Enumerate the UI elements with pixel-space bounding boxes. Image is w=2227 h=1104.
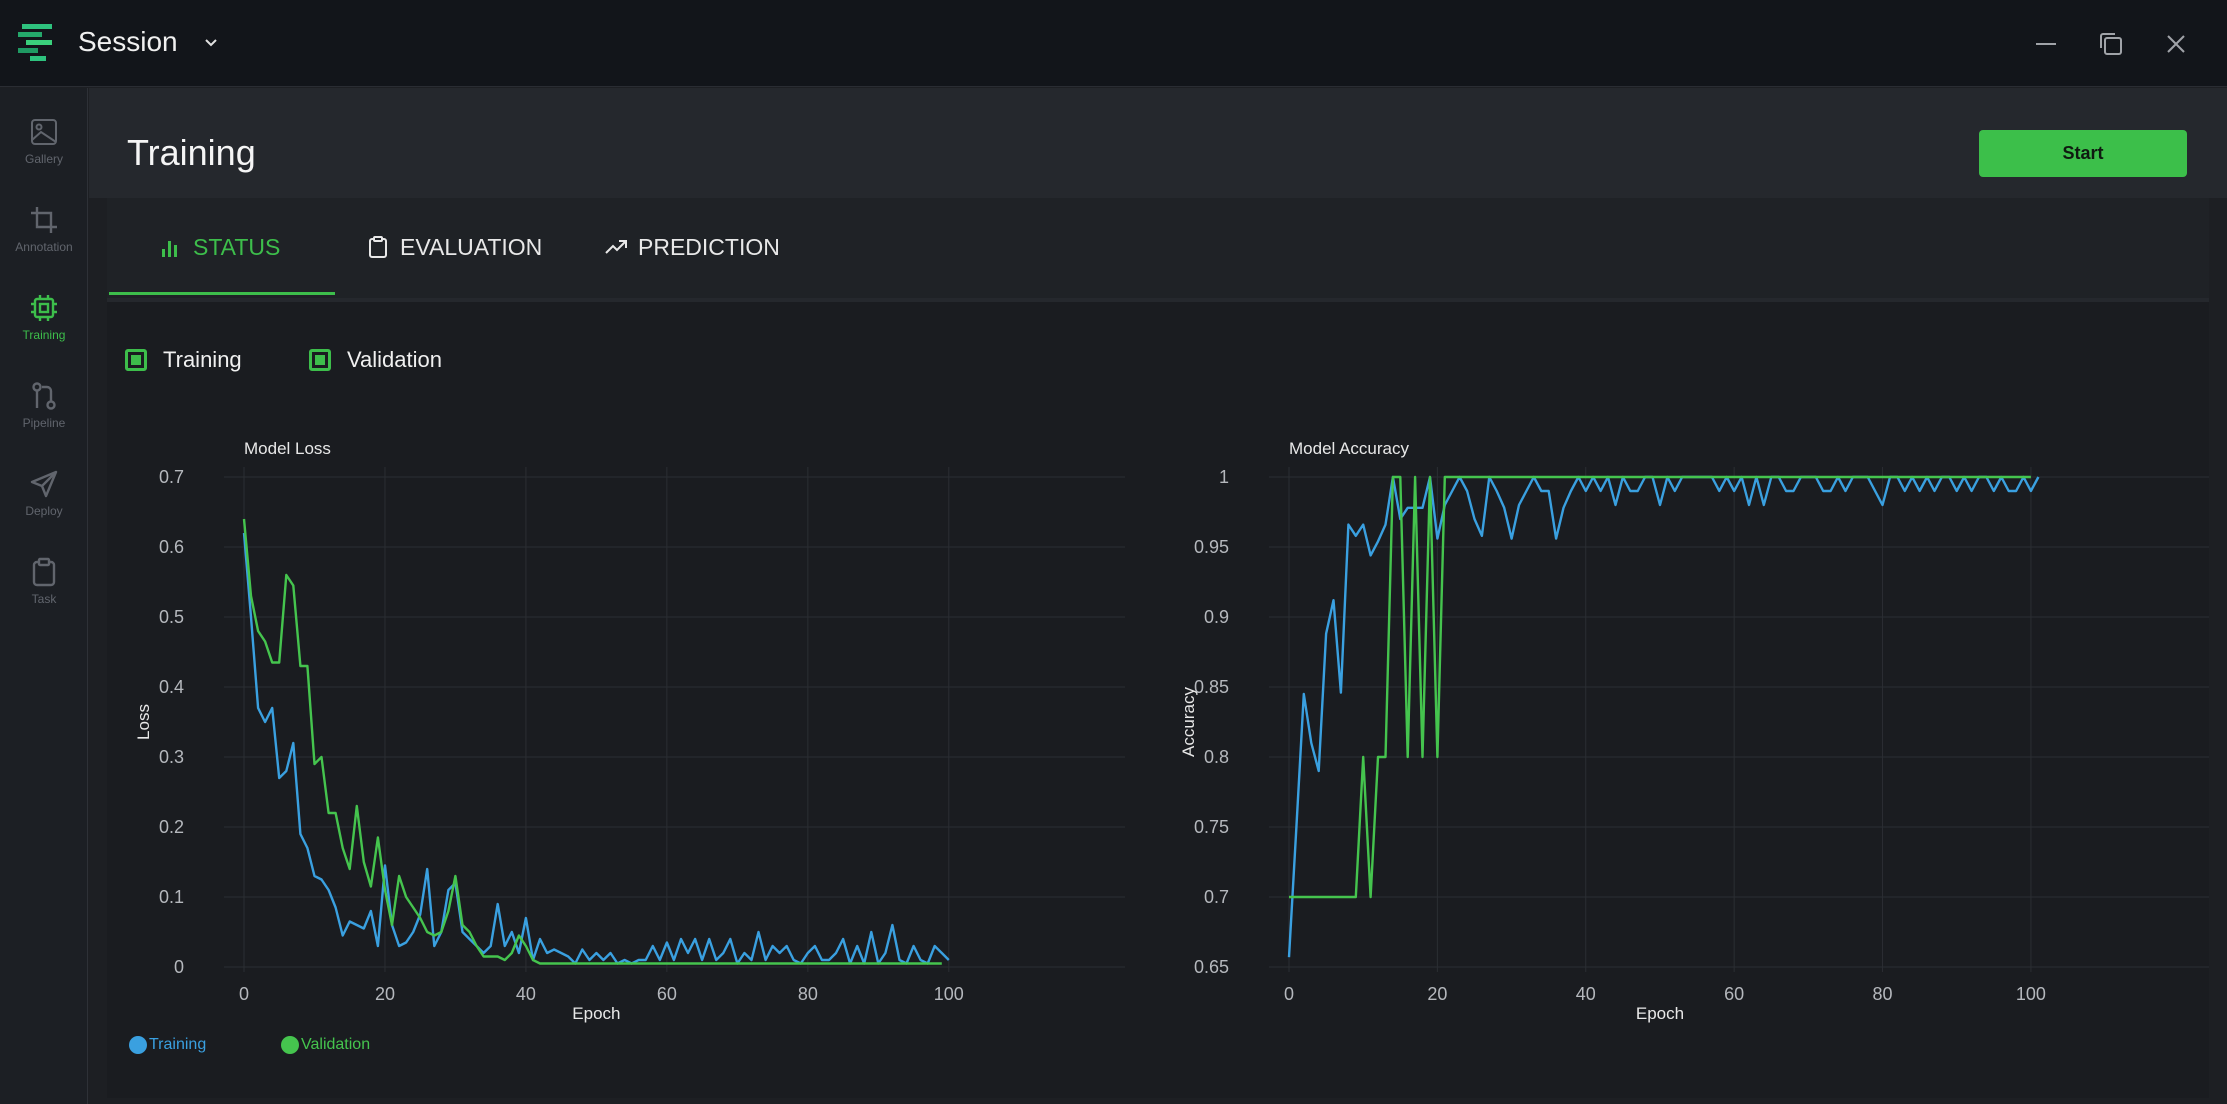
chart-title: Model Loss <box>244 439 331 458</box>
session-title[interactable]: Session <box>78 26 178 57</box>
x-tick-label: 0 <box>1284 984 1294 1004</box>
active-tab-indicator <box>109 292 335 295</box>
y-tick-label: 0.7 <box>1204 887 1229 907</box>
y-tick-label: 0.2 <box>159 817 184 837</box>
x-tick-label: 40 <box>516 984 536 1004</box>
y-tick-label: 1 <box>1219 467 1229 487</box>
x-axis-label: Epoch <box>572 1004 620 1023</box>
y-tick-label: 0.7 <box>159 467 184 487</box>
sidebar-item-gallery[interactable]: Gallery <box>0 102 88 182</box>
y-tick-label: 0 <box>174 957 184 977</box>
training-toggle-label: Training <box>163 347 242 372</box>
sidebar-item-label: Annotation <box>15 240 73 254</box>
sidebar-item-annotation[interactable]: Annotation <box>0 190 88 270</box>
sidebar-item-task[interactable]: Task <box>0 542 88 622</box>
training-checkbox[interactable] <box>125 349 147 371</box>
legend-label: Training <box>149 1036 207 1053</box>
y-tick-label: 0.5 <box>159 607 184 627</box>
sidebar-item-deploy[interactable]: Deploy <box>0 454 88 534</box>
crop-icon <box>31 207 57 233</box>
git-pull-icon <box>32 382 56 410</box>
chart-title: Model Accuracy <box>1289 439 1409 458</box>
tab-evaluation[interactable]: EVALUATION <box>366 198 542 296</box>
page-header: Training Start <box>89 88 2227 198</box>
y-tick-label: 0.75 <box>1194 817 1229 837</box>
clipboard-icon <box>369 236 387 258</box>
x-axis-label: Epoch <box>1636 1004 1684 1023</box>
tab-bar: STATUS EVALUATION PREDICTION <box>107 198 2209 302</box>
sidebar-item-pipeline[interactable]: Pipeline <box>0 366 88 446</box>
validation-swatch <box>281 1036 299 1054</box>
title-bar: Session <box>0 0 2227 87</box>
y-tick-label: 0.6 <box>159 537 184 557</box>
validation-toggle-label: Validation <box>347 347 442 372</box>
legend-item-validation[interactable]: Validation <box>281 1036 370 1054</box>
y-tick-label: 0.1 <box>159 887 184 907</box>
legend-item-training[interactable]: Training <box>129 1036 206 1054</box>
trending-up-icon <box>605 240 627 254</box>
series-line-validation <box>242 518 942 965</box>
chevron-down-icon[interactable] <box>200 32 222 54</box>
y-tick-label: 0.4 <box>159 677 184 697</box>
x-tick-label: 80 <box>798 984 818 1004</box>
y-tick-label: 0.9 <box>1204 607 1229 627</box>
image-icon <box>31 119 57 145</box>
clipboard-icon <box>32 557 56 587</box>
validation-checkbox[interactable] <box>309 349 331 371</box>
training-swatch <box>129 1036 147 1054</box>
tab-label: STATUS <box>193 233 281 260</box>
x-tick-label: 60 <box>657 984 677 1004</box>
minimize-icon[interactable] <box>2028 26 2064 62</box>
y-tick-label: 0.85 <box>1194 677 1229 697</box>
x-tick-label: 100 <box>2016 984 2046 1004</box>
y-tick-label: 0.8 <box>1204 747 1229 767</box>
send-icon <box>30 470 58 498</box>
x-tick-label: 20 <box>375 984 395 1004</box>
tab-label: PREDICTION <box>638 233 780 260</box>
y-axis-label: Loss <box>134 704 153 740</box>
y-tick-label: 0.95 <box>1194 537 1229 557</box>
sidebar-item-label: Task <box>31 592 57 606</box>
start-button[interactable]: Start <box>1979 130 2187 177</box>
tab-prediction[interactable]: PREDICTION <box>604 198 780 296</box>
sidebar-item-label: Pipeline <box>22 416 66 430</box>
x-tick-label: 60 <box>1724 984 1744 1004</box>
app-logo-icon <box>18 24 52 61</box>
sidebar: Gallery Annotation Training Pipeline Dep… <box>0 88 88 1104</box>
page-title: Training <box>127 132 256 173</box>
chip-icon <box>31 295 57 321</box>
x-tick-label: 20 <box>1427 984 1447 1004</box>
main-panel: STATUS EVALUATION PREDICTION Training Va… <box>107 198 2209 1098</box>
y-axis-label: Accuracy <box>1179 687 1198 757</box>
tab-label: EVALUATION <box>400 233 543 260</box>
x-tick-label: 100 <box>934 984 964 1004</box>
sidebar-item-training[interactable]: Training <box>0 278 88 358</box>
sidebar-item-label: Training <box>22 328 66 342</box>
close-icon[interactable] <box>2158 26 2194 62</box>
training-toggle[interactable]: Training <box>125 347 242 373</box>
restore-icon[interactable] <box>2093 26 2129 62</box>
sidebar-item-label: Gallery <box>24 152 63 166</box>
x-tick-label: 80 <box>1873 984 1893 1004</box>
series-line-training <box>242 532 950 965</box>
bar-chart-icon <box>162 241 177 257</box>
x-tick-label: 40 <box>1576 984 1596 1004</box>
legend-label: Validation <box>301 1036 371 1053</box>
y-tick-label: 0.65 <box>1194 957 1229 977</box>
series-line-validation <box>1289 475 2031 899</box>
sidebar-item-label: Deploy <box>25 504 63 518</box>
x-tick-label: 0 <box>239 984 249 1004</box>
charts-area: 0 0.1 0.2 0.3 0.4 0.5 0.6 0.7 0 20 40 60 80 100 Model … <box>134 439 2209 1023</box>
validation-toggle[interactable]: Validation <box>309 347 442 373</box>
y-tick-label: 0.3 <box>159 747 184 767</box>
tab-status[interactable]: STATUS <box>159 198 280 296</box>
